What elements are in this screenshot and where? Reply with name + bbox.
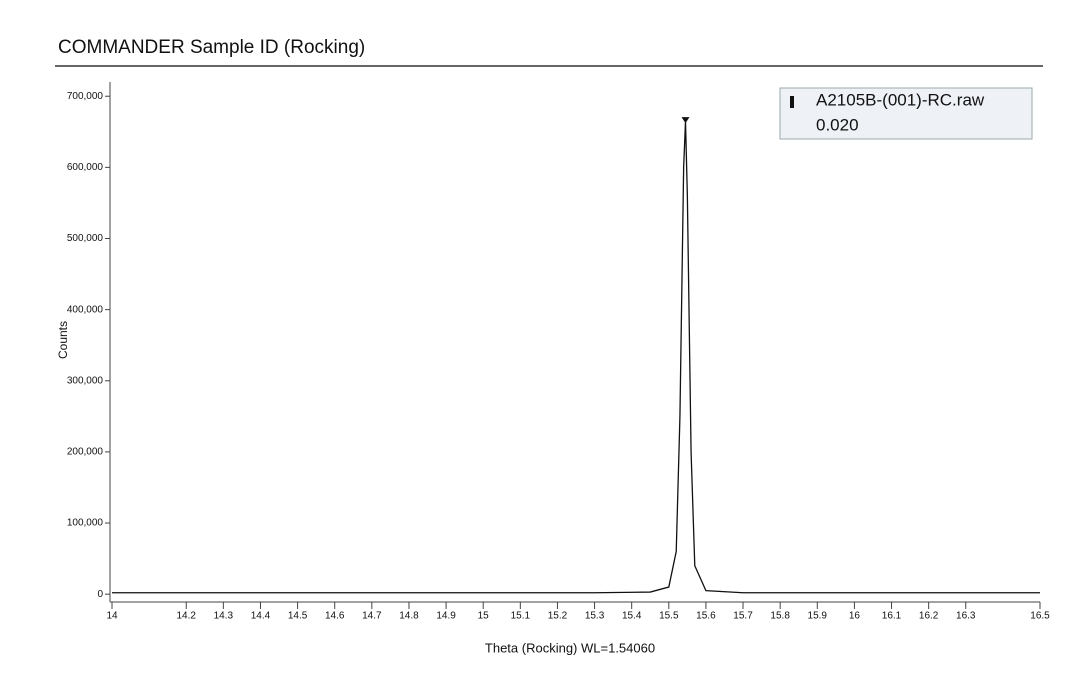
x-tick-label: 15.7 [733,611,753,622]
data-line [112,121,1040,594]
x-tick-label: 15.5 [659,611,679,622]
x-tick-label: 15.3 [585,611,605,622]
x-tick-label: 15 [478,611,490,622]
x-tick-label: 14.8 [399,611,419,622]
x-tick-label: 16.1 [882,611,902,622]
x-tick-label: 14.6 [325,611,345,622]
x-tick-label: 16.5 [1030,611,1050,622]
chart-title: COMMANDER Sample ID (Rocking) [58,37,365,58]
legend-swatch [790,96,794,108]
legend-note: 0.020 [816,115,859,134]
y-tick-label: 0 [97,589,103,600]
x-tick-label: 14.9 [436,611,456,622]
y-tick-label: 400,000 [67,304,104,315]
x-tick-label: 14.2 [177,611,197,622]
x-tick-label: 15.2 [548,611,568,622]
x-tick-label: 14.7 [362,611,382,622]
x-tick-label: 16 [849,611,861,622]
x-tick-label: 14.5 [288,611,308,622]
x-tick-label: 16.3 [956,611,976,622]
x-tick-label: 15.6 [696,611,716,622]
legend-box [779,87,1033,140]
y-tick-label: 200,000 [67,447,104,458]
x-tick-label: 14.4 [251,611,271,622]
y-tick-label: 600,000 [67,162,104,173]
x-tick-label: 15.8 [770,611,790,622]
y-axis-label: Counts [56,321,70,359]
x-tick-label: 14.3 [214,611,234,622]
y-tick-label: 700,000 [67,91,104,102]
legend-label: A2105B-(001)-RC.raw [816,90,985,109]
y-tick-label: 100,000 [67,518,104,529]
x-tick-label: 16.2 [919,611,939,622]
x-tick-label: 14 [106,611,118,622]
peak-marker [681,117,690,124]
x-axis-label: Theta (Rocking) WL=1.54060 [485,640,655,655]
y-tick-label: 300,000 [67,375,104,386]
x-tick-label: 15.1 [511,611,531,622]
y-tick-label: 500,000 [67,233,104,244]
x-tick-label: 15.9 [808,611,828,622]
x-tick-label: 15.4 [622,611,642,622]
